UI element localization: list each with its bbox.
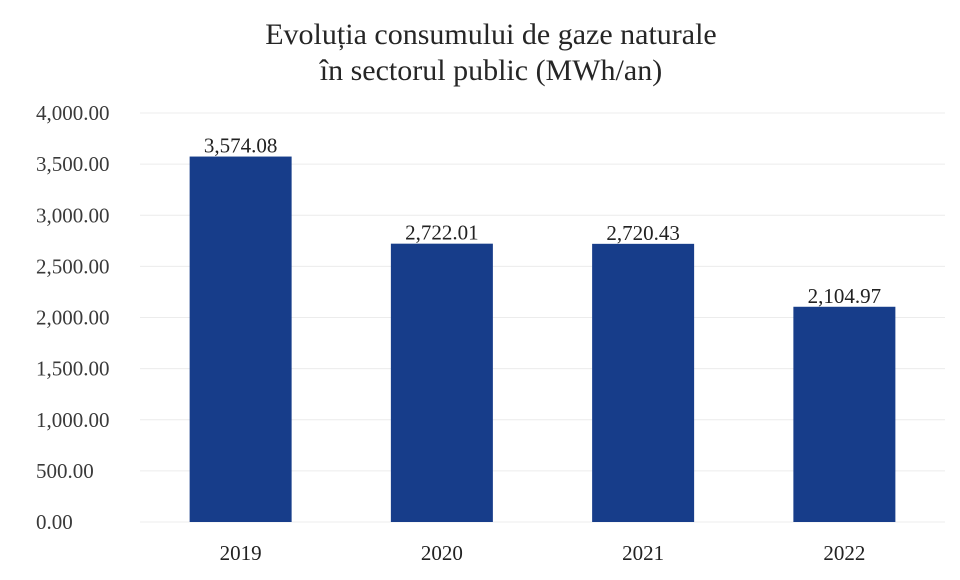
data-labels: 3,574.08 2,722.01 2,720.43 2,104.97: [204, 134, 881, 308]
bars: [189, 156, 896, 522]
bar-2020: [390, 243, 493, 522]
y-tick-label: 3,000.00: [36, 203, 110, 227]
data-label-2021: 2,720.43: [606, 221, 680, 245]
data-label-2022: 2,104.97: [808, 284, 882, 308]
y-tick-label: 2,500.00: [36, 254, 110, 278]
y-tick-label: 0.00: [36, 510, 73, 534]
x-tick-label-2019: 2019: [220, 541, 262, 565]
data-label-2019: 3,574.08: [204, 134, 278, 158]
y-tick-label: 4,000.00: [36, 101, 110, 125]
bar-2019: [189, 156, 292, 522]
bar-2022: [793, 306, 896, 522]
y-tick-label: 500.00: [36, 459, 94, 483]
data-label-2020: 2,722.01: [405, 221, 479, 245]
x-tick-label-2020: 2020: [421, 541, 463, 565]
y-axis-ticks: 0.00 500.00 1,000.00 1,500.00 2,000.00 2,500.…: [36, 101, 110, 534]
x-axis-ticks: 2019 2020 2021 2022: [220, 541, 866, 565]
y-tick-label: 3,500.00: [36, 152, 110, 176]
y-tick-label: 1,500.00: [36, 357, 110, 381]
chart-title-line-1: Evoluția consumului de gaze naturale: [265, 18, 717, 51]
bar-2021: [592, 243, 695, 522]
x-tick-label-2021: 2021: [622, 541, 664, 565]
y-tick-label: 1,000.00: [36, 408, 110, 432]
chart-title-line-2: în sectorul public (MWh/an): [319, 54, 662, 87]
y-tick-label: 2,000.00: [36, 306, 110, 330]
x-tick-label-2022: 2022: [823, 541, 865, 565]
